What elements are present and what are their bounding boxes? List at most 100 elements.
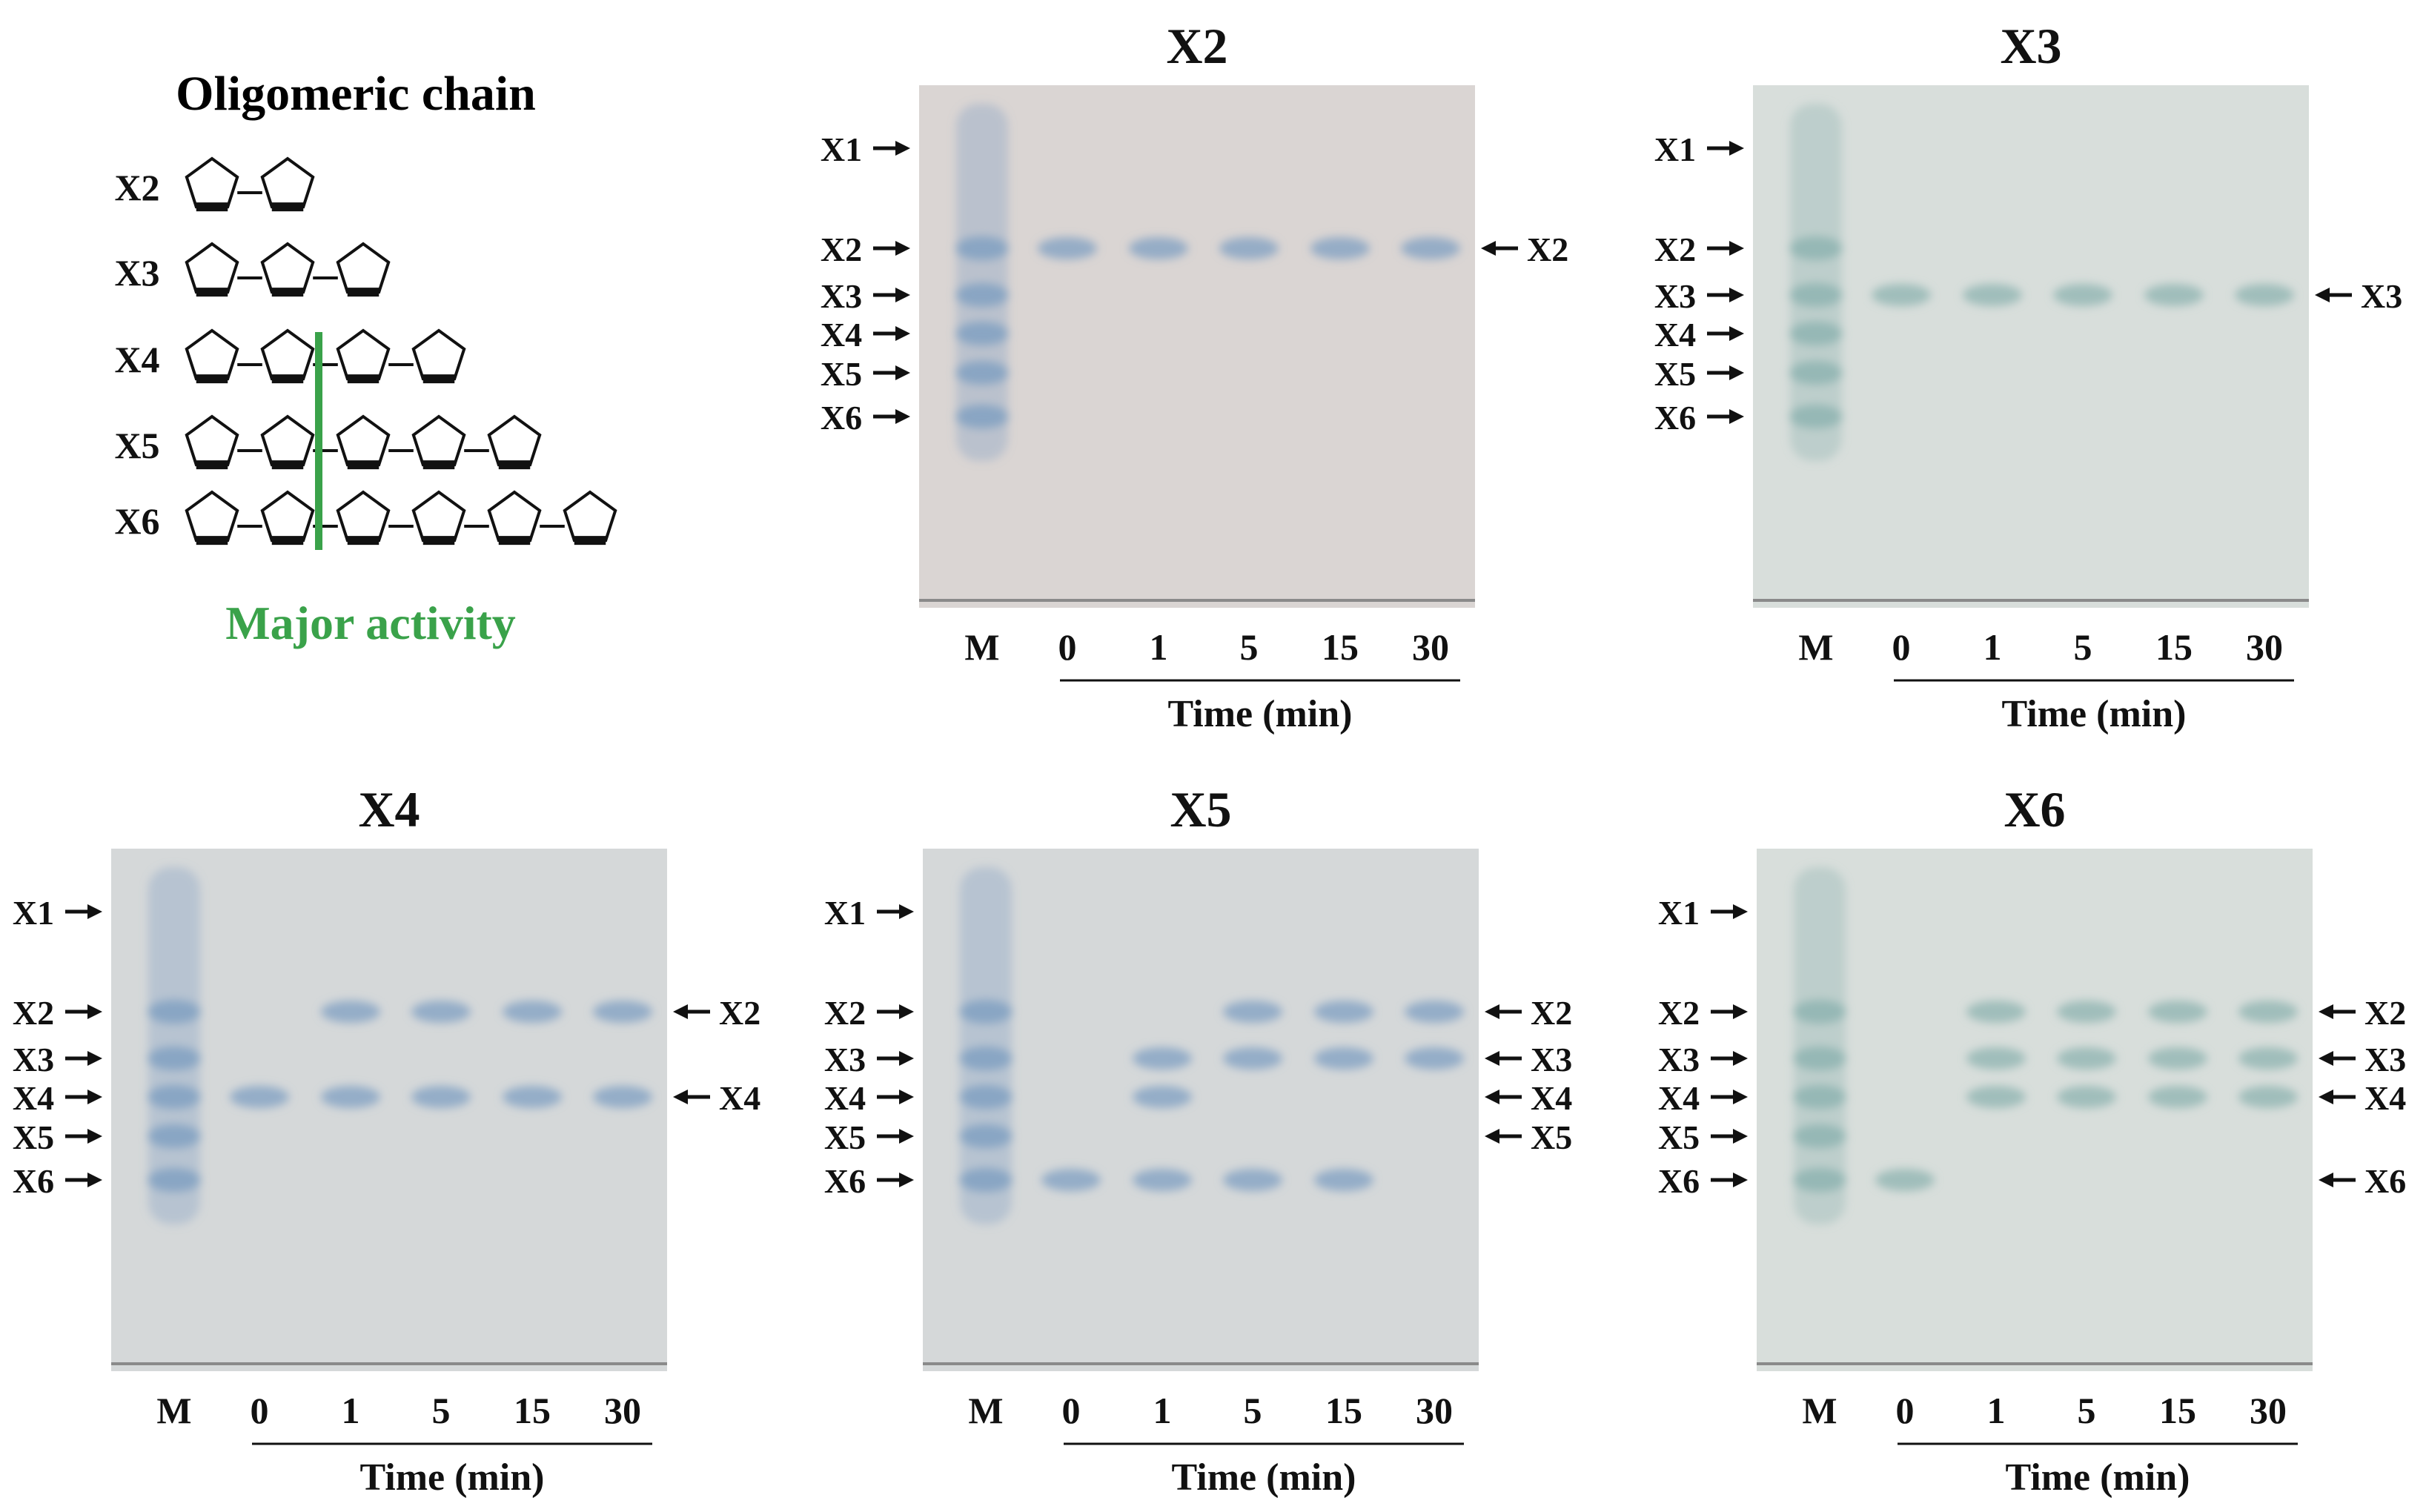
- band-x4: [411, 1086, 471, 1108]
- marker-arrow-icon: [65, 1173, 102, 1187]
- product-arrow-icon: [1485, 1051, 1522, 1066]
- band-x2: [2238, 1001, 2298, 1023]
- lane-label-5: 5: [1240, 626, 1259, 668]
- marker-arrow-icon: [65, 1004, 102, 1019]
- marker-label-x4: X4: [13, 1079, 54, 1117]
- product-arrow-icon: [2315, 288, 2352, 302]
- sugar-ring-icon: [411, 414, 466, 467]
- marker-band-x6: [1793, 1168, 1846, 1192]
- sugar-ring-icon: [487, 414, 542, 467]
- legend-row-x2: X2: [114, 156, 315, 212]
- lane-label-15: 15: [514, 1390, 551, 1431]
- tlc-plate: [111, 849, 667, 1371]
- lane-label-m: M: [1798, 626, 1833, 668]
- legend-row-label: X3: [114, 252, 159, 294]
- legend-rows: X2 X3 X4 X5 X6: [114, 156, 617, 546]
- product-arrow-icon: [2319, 1051, 2356, 1066]
- product-arrow-icon: [1485, 1129, 1522, 1144]
- sugar-ring-icon: [185, 156, 239, 209]
- band-x3: [1314, 1047, 1373, 1070]
- marker-label-x2: X2: [13, 994, 54, 1032]
- tlc-plate: [1753, 85, 2309, 608]
- lane-label-1: 1: [1153, 1390, 1172, 1431]
- lane-0-bands: [1041, 1169, 1101, 1191]
- marker-label-x5: X5: [1654, 355, 1696, 393]
- marker-label-x2: X2: [1654, 231, 1696, 268]
- marker-label-x1: X1: [821, 130, 862, 168]
- band-x3: [1223, 1047, 1282, 1070]
- lane-label-m: M: [1802, 1390, 1837, 1431]
- lane-5-bands: [411, 1001, 471, 1108]
- sugar-ring-icon: [336, 242, 391, 294]
- marker-band-x5: [1789, 361, 1843, 385]
- marker-label-x3: X3: [824, 1041, 866, 1078]
- marker-band-x4: [1793, 1085, 1846, 1109]
- legend-row-label: X2: [114, 167, 159, 208]
- lane-label-m: M: [156, 1390, 191, 1431]
- lane-label-0: 0: [1058, 626, 1077, 668]
- lane-label-15: 15: [2159, 1390, 2196, 1431]
- marker-label-x6: X6: [1658, 1162, 1700, 1200]
- band-x3: [1405, 1047, 1464, 1070]
- marker-band-x4: [1789, 322, 1843, 345]
- marker-label-x3: X3: [1654, 277, 1696, 315]
- marker-arrow-icon: [877, 1090, 914, 1104]
- band-x2: [321, 1001, 380, 1023]
- sugar-ring-icon: [336, 328, 391, 381]
- lane-15-bands: [1310, 237, 1370, 259]
- sugar-ring-icon: [260, 156, 315, 209]
- band-x4: [593, 1086, 652, 1108]
- lane-label-30: 30: [2246, 626, 2283, 668]
- band-x2: [593, 1001, 652, 1023]
- lane-label-30: 30: [604, 1390, 641, 1431]
- lane-label-m: M: [968, 1390, 1003, 1431]
- marker-arrow-icon: [873, 365, 910, 380]
- marker-label-x5: X5: [1658, 1118, 1700, 1156]
- band-x3: [1133, 1047, 1192, 1070]
- marker-label-x2: X2: [821, 231, 862, 268]
- marker-arrow-icon: [1707, 241, 1744, 256]
- oligomeric-chain-legend: Oligomeric chain X2 X3 X4 X5 X6 Major activi…: [114, 67, 617, 649]
- product-label-x2: X2: [1531, 994, 1572, 1032]
- lane-label-5: 5: [432, 1390, 451, 1431]
- sugar-ring-icon: [185, 242, 239, 294]
- sugar-ring-icon: [260, 490, 315, 543]
- marker-arrow-icon: [1707, 365, 1744, 380]
- tlc-plate: [919, 85, 1475, 608]
- marker-arrow-icon: [877, 904, 914, 919]
- lane-5-bands: [1219, 237, 1279, 259]
- lane-label-15: 15: [2155, 626, 2193, 668]
- lane-1-bands: [1963, 284, 2022, 306]
- marker-band-x6: [955, 405, 1009, 428]
- marker-arrow-icon: [1711, 1051, 1748, 1066]
- time-axis-label: Time (min): [1172, 1456, 1356, 1499]
- sugar-ring-icon: [336, 414, 391, 467]
- legend-row-label: X5: [114, 425, 159, 466]
- lane-label-1: 1: [1987, 1390, 2006, 1431]
- marker-band-x2: [1793, 1000, 1846, 1024]
- marker-label-x1: X1: [13, 894, 54, 932]
- marker-arrow-icon: [1711, 1090, 1748, 1104]
- product-arrow-icon: [1485, 1004, 1522, 1019]
- lane-0-bands: [1875, 1169, 1935, 1191]
- marker-label-x3: X3: [13, 1041, 54, 1078]
- band-x6: [1314, 1169, 1373, 1191]
- marker-band-x4: [148, 1085, 201, 1109]
- product-label-x4: X4: [719, 1079, 760, 1117]
- lane-label-0: 0: [1892, 626, 1911, 668]
- band-x2: [1314, 1001, 1373, 1023]
- band-x2: [1310, 237, 1370, 259]
- marker-label-x4: X4: [1658, 1079, 1700, 1117]
- tlc-plate: [923, 849, 1479, 1371]
- lane-label-1: 1: [342, 1390, 360, 1431]
- marker-label-x1: X1: [1658, 894, 1700, 932]
- lane-5-bands: [2057, 1001, 2116, 1108]
- product-arrow-icon: [2319, 1004, 2356, 1019]
- band-x3: [2238, 1047, 2298, 1070]
- band-x3: [2144, 284, 2204, 306]
- lane-label-5: 5: [2078, 1390, 2096, 1431]
- plate-title: X4: [358, 781, 420, 838]
- marker-arrow-icon: [1707, 141, 1744, 156]
